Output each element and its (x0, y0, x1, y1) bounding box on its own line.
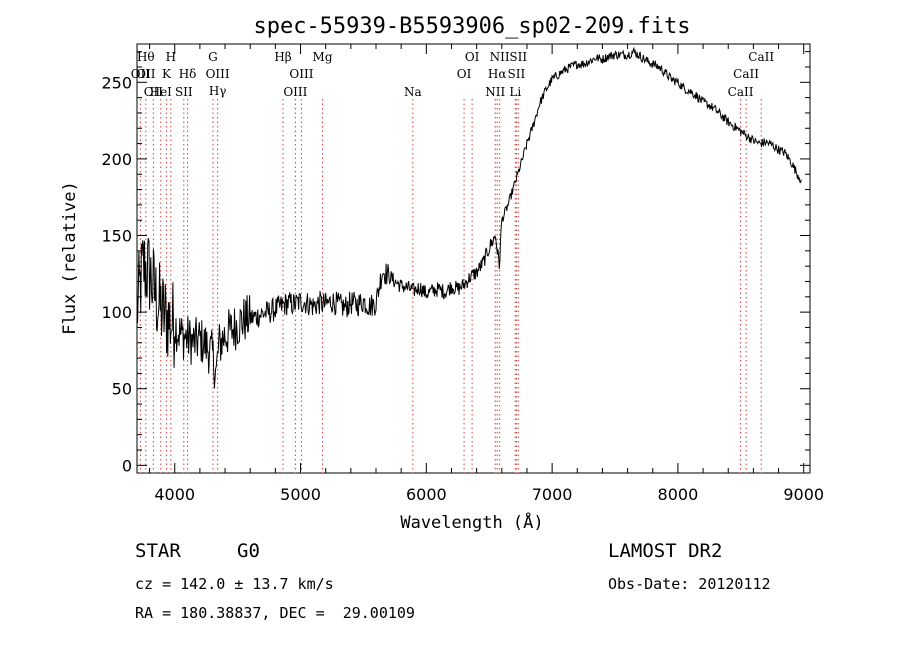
plot-frame (136, 43, 811, 474)
line-label: Mg (313, 50, 333, 64)
line-label: HeI (150, 85, 173, 99)
line-label: K (162, 67, 172, 81)
line-label: OI (457, 67, 472, 81)
y-axis-label: Flux (relative) (60, 181, 80, 335)
line-label: Hθ (137, 50, 155, 64)
survey-name: LAMOST DR2 (608, 540, 723, 562)
object-subclass: G0 (237, 540, 260, 562)
line-label: NII (490, 50, 510, 64)
y-tick-label: 50 (112, 380, 132, 399)
object-class: STAR (135, 540, 181, 562)
line-label: SII (509, 50, 527, 64)
line-label: Hδ (179, 67, 197, 81)
x-axis-ticks: 4000 5000 6000 7000 8000 9000 (149, 44, 824, 504)
line-label: OIII (289, 67, 313, 81)
line-label: Hγ (209, 84, 227, 98)
y-tick-label: 100 (101, 303, 132, 322)
x-tick-label: 9000 (783, 485, 824, 504)
line-label: OII (136, 67, 156, 81)
y-axis-ticks: 0 50 100 150 200 250 (101, 51, 810, 475)
x-tick-label: 8000 (658, 485, 699, 504)
line-label: CaII (728, 85, 754, 99)
spectrum-line (136, 46, 802, 389)
line-label: CaII (748, 50, 774, 64)
y-tick-label: 150 (101, 227, 132, 246)
x-tick-label: 6000 (406, 485, 447, 504)
line-label: Li (509, 85, 521, 99)
y-tick-label: 0 (122, 456, 132, 475)
line-label: Hβ (274, 50, 291, 64)
line-label: SII (175, 85, 193, 99)
line-label: Na (404, 85, 422, 99)
line-label: H (166, 50, 176, 64)
x-tick-label: 4000 (154, 485, 195, 504)
emission-line-markers (139, 99, 762, 473)
line-label: Hα (488, 67, 507, 81)
line-label: OI (465, 50, 480, 64)
line-label: NII (485, 85, 505, 99)
line-label: SII (508, 67, 526, 81)
redshift-velocity: cz = 142.0 ± 13.7 km/s (135, 575, 334, 593)
line-label: CaII (733, 67, 759, 81)
chart-title: spec-55939-B5593906_sp02-209.fits (253, 14, 690, 39)
observation-date: Obs-Date: 20120112 (608, 575, 771, 593)
line-label: OII (131, 67, 151, 81)
line-label: OII (144, 85, 164, 99)
x-axis-label: Wavelength (Å) (400, 511, 543, 533)
coordinates: RA = 180.38837, DEC = 29.00109 (135, 604, 415, 622)
line-label: OIII (206, 67, 230, 81)
x-tick-label: 7000 (532, 485, 573, 504)
line-label: G (208, 50, 218, 64)
emission-line-labels: OIIHθOIIOIIHeIKHSIIHδGOIIIHγHβOIIIOIIIMg… (131, 50, 775, 99)
x-tick-label: 5000 (280, 485, 321, 504)
line-label: OIII (283, 85, 307, 99)
y-tick-label: 250 (101, 73, 132, 92)
y-tick-label: 200 (101, 150, 132, 169)
